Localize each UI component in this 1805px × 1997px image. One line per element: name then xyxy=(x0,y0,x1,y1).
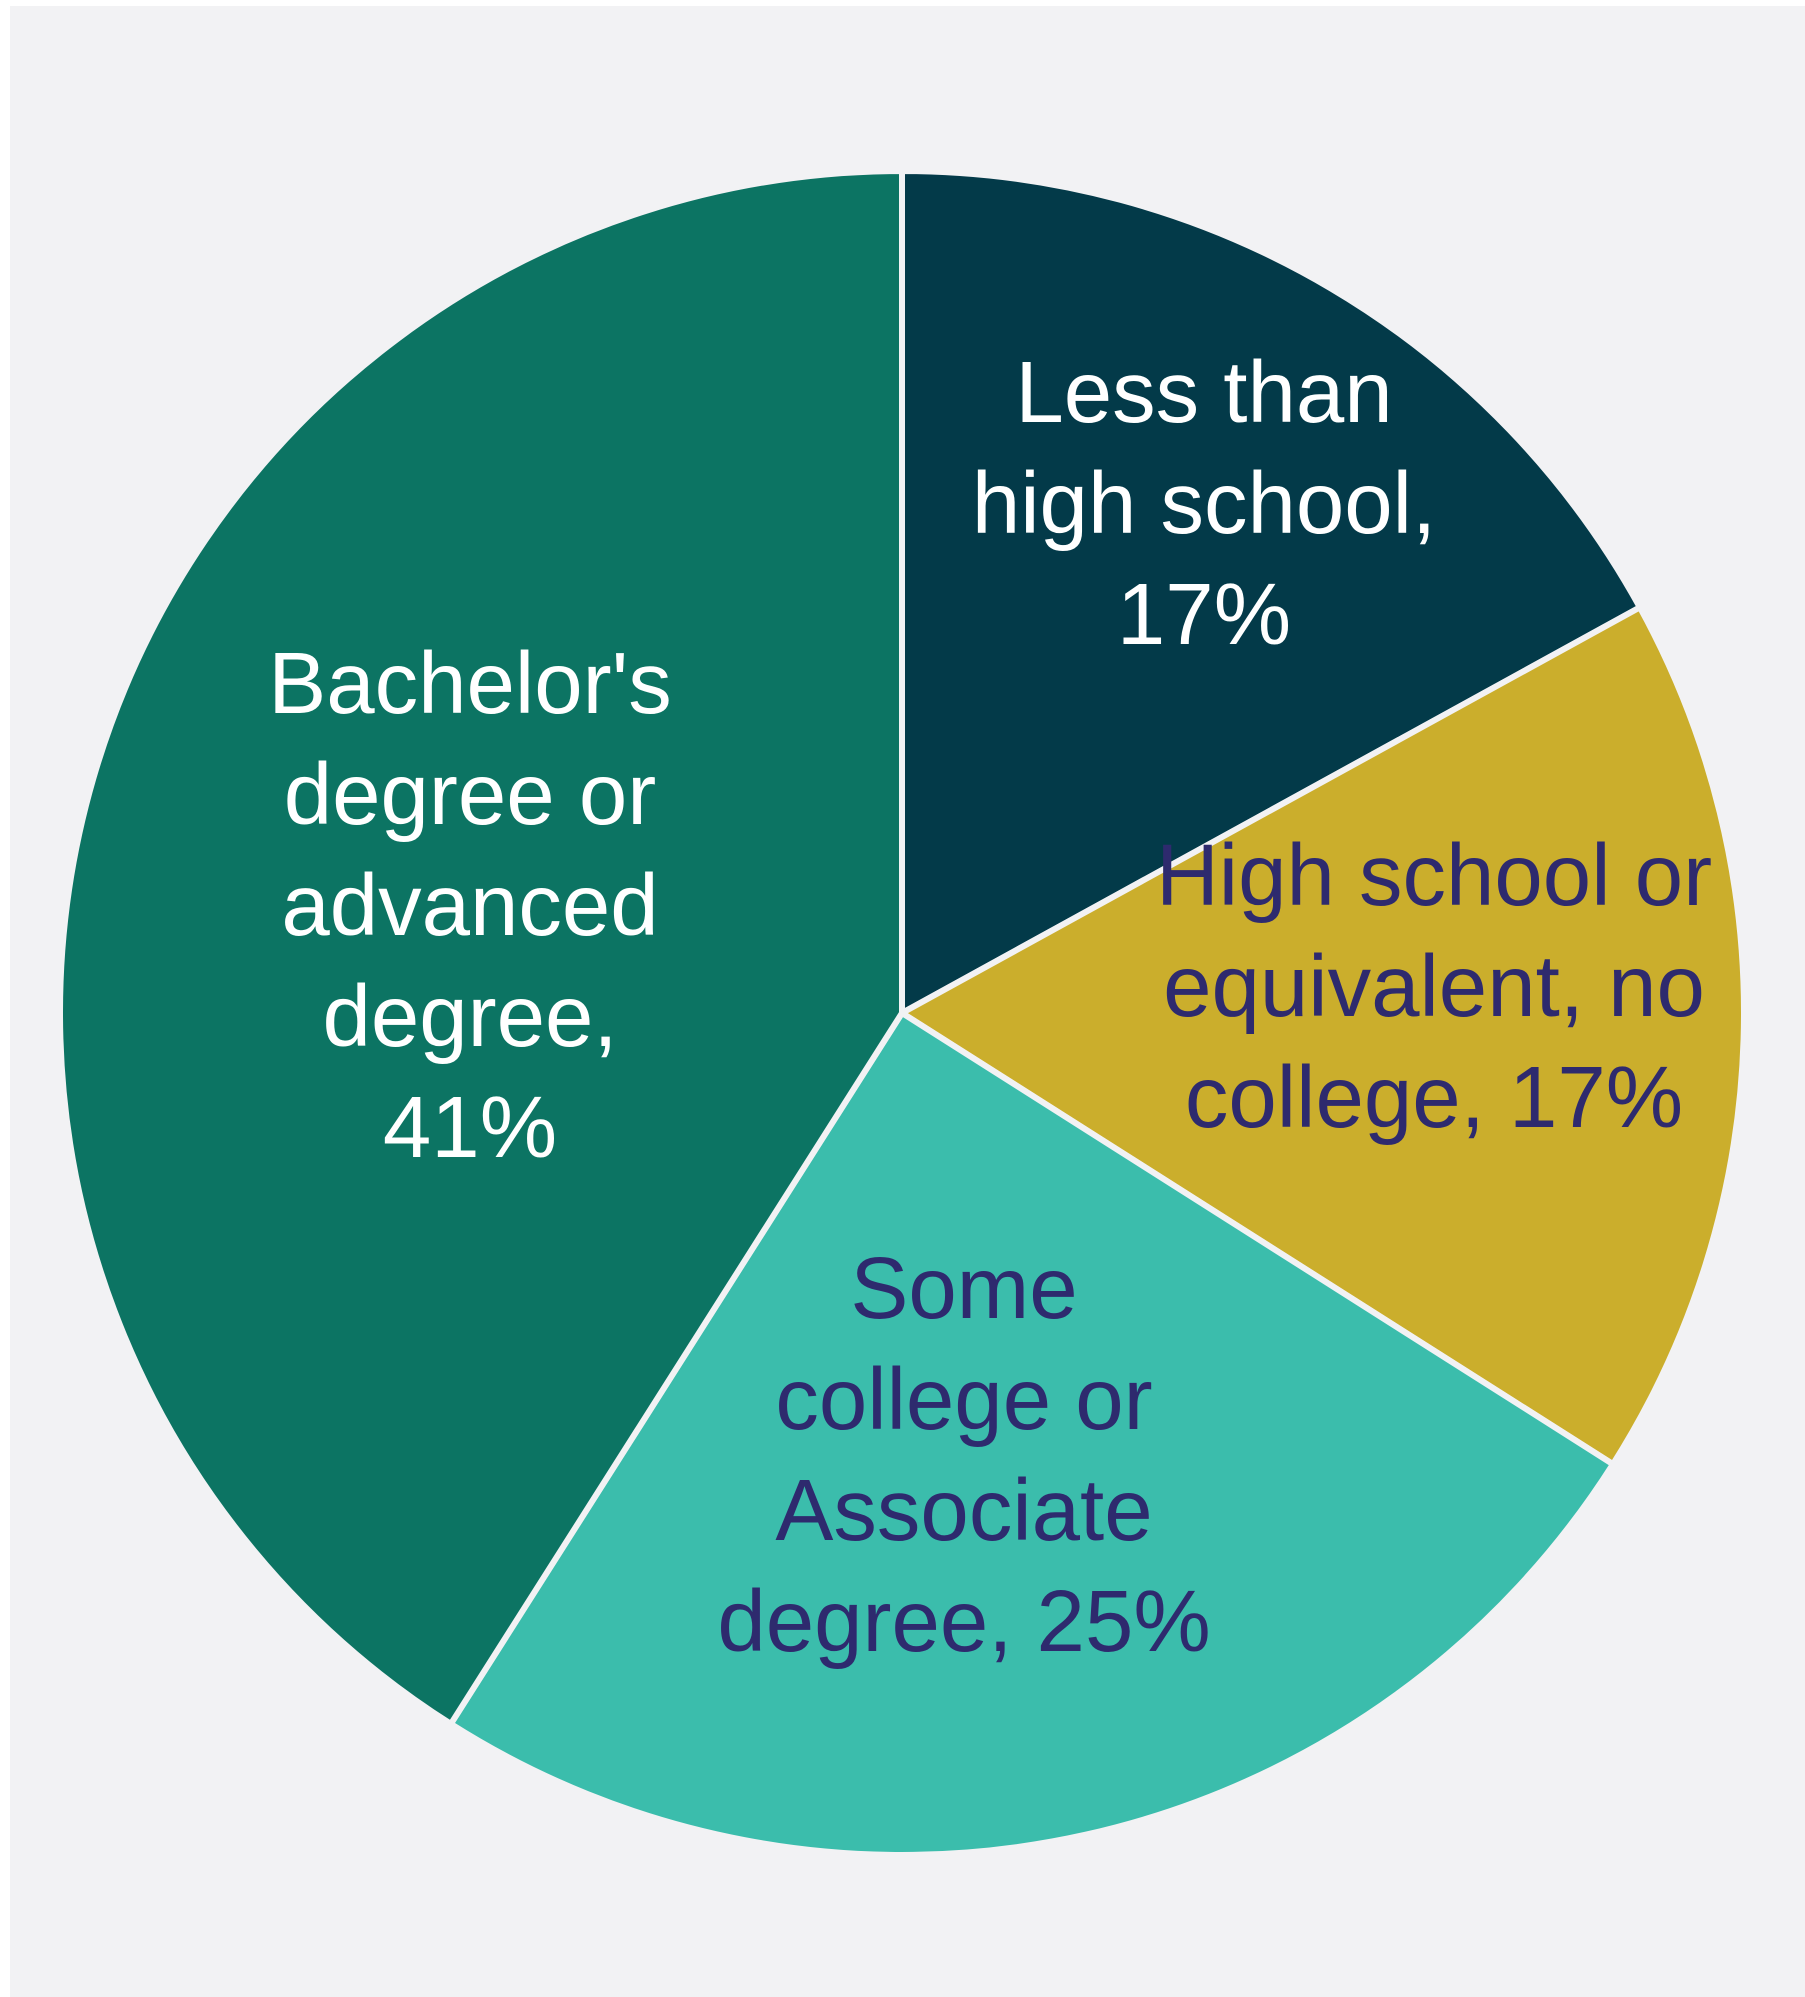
slice-label-line: 41% xyxy=(383,1079,557,1176)
slice-label-line: Some xyxy=(850,1240,1077,1337)
slice-label-high-school: High school or equivalent, no college, 17% xyxy=(1156,827,1712,1146)
slice-label-line: degree, xyxy=(322,968,617,1065)
slice-label-line: High school or xyxy=(1156,827,1712,924)
slice-label-bachelors: Bachelor's degree or advanced degree, 41% xyxy=(268,635,671,1176)
pie-slices xyxy=(57,168,1747,1858)
slice-label-line: Associate xyxy=(775,1462,1152,1559)
slice-label-line: Bachelor's xyxy=(268,635,671,732)
pie-slice-some-college xyxy=(447,1010,1616,1858)
slice-label-less-than-high-school: Less than high school, 17% xyxy=(972,344,1436,663)
slice-label-some-college: Some college or Associate degree, 25% xyxy=(717,1240,1210,1670)
slice-label-line: degree, 25% xyxy=(717,1573,1210,1670)
pie-slice-high-school xyxy=(899,604,1747,1468)
pie-slice-less-than-high-school xyxy=(899,168,1643,1016)
slice-label-line: high school, xyxy=(972,455,1436,552)
slice-label-line: degree or xyxy=(284,746,656,843)
pie-slice-bachelors xyxy=(57,168,905,1727)
slice-label-line: advanced xyxy=(281,857,658,954)
slice-label-line: equivalent, no xyxy=(1163,938,1705,1035)
slice-label-line: college, 17% xyxy=(1185,1049,1683,1146)
slice-label-line: Less than xyxy=(1015,344,1392,441)
pie-labels: Less than high school, 17% High school or eq… xyxy=(268,344,1712,1670)
slice-label-line: college or xyxy=(775,1351,1152,1448)
slice-label-line: 17% xyxy=(1117,566,1291,663)
